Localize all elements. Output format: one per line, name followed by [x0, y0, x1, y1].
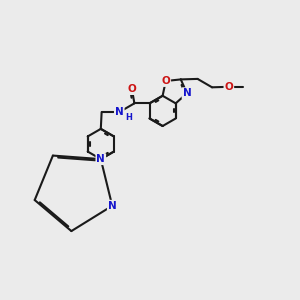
Text: N: N — [108, 201, 117, 211]
Text: H: H — [125, 113, 132, 122]
Text: N: N — [96, 154, 105, 164]
Text: O: O — [128, 84, 136, 94]
Text: N: N — [115, 107, 124, 117]
Text: N: N — [183, 88, 191, 98]
Text: O: O — [224, 82, 233, 92]
Text: O: O — [161, 76, 170, 86]
